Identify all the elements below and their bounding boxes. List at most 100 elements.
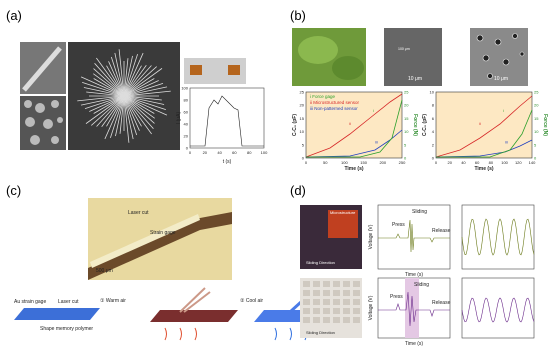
annotation: Sliding: [414, 282, 429, 288]
fiber: [118, 49, 125, 97]
cell: [313, 308, 320, 314]
y-tick-label: 5: [302, 142, 305, 147]
y-label: Voltage (V): [368, 295, 374, 320]
x-tick-label: 60: [232, 150, 237, 155]
fiber: [123, 95, 162, 101]
cell: [333, 281, 340, 287]
y2-tick-label: 25: [404, 90, 409, 95]
fiber: [93, 73, 125, 97]
fiber: [123, 55, 133, 97]
y-tick-label: 8: [432, 103, 435, 108]
fiber: [108, 61, 125, 97]
y2-tick-label: 20: [404, 103, 409, 108]
cell: [353, 290, 360, 296]
fiber: [93, 68, 125, 97]
x-tick-label: 80: [489, 160, 494, 165]
annotation: Press: [392, 222, 405, 228]
x-tick-label: 150: [360, 160, 367, 165]
annotation: ② Cool air: [240, 298, 263, 304]
fiber: [80, 95, 125, 106]
fiber: [96, 95, 125, 127]
y2-tick-label: 0: [534, 156, 537, 161]
curve-label: iii: [505, 139, 508, 144]
fiber: [123, 95, 130, 143]
cell: [323, 299, 330, 305]
annotation: Strain gage: [150, 230, 176, 236]
y-tick-label: 2: [432, 142, 435, 147]
fiber: [123, 82, 164, 97]
fiber: [114, 52, 125, 97]
fiber: [110, 56, 125, 97]
scale-label: 10 μm: [408, 76, 422, 82]
fiber: [123, 68, 163, 97]
cell: [323, 290, 330, 296]
fiber: [123, 95, 152, 135]
annotation: Sliding: [412, 209, 427, 215]
x-tick-label: 60: [475, 160, 480, 165]
cell: [323, 317, 330, 323]
fiber: [106, 95, 125, 127]
scale-label: 100 μm: [398, 47, 410, 51]
y-tick-label: 20: [300, 103, 305, 108]
annotation: Au strain gage: [14, 299, 46, 305]
y-tick-label: 6: [432, 116, 435, 121]
annotation: Sliding Direction: [306, 330, 335, 335]
fiber: [86, 91, 125, 97]
y-tick-label: 0: [432, 156, 435, 161]
fiber: [123, 95, 138, 136]
annotation: Sliding Direction: [306, 260, 335, 265]
cell: [313, 317, 320, 323]
x-tick-label: 100: [341, 160, 348, 165]
cell: [333, 308, 340, 314]
fiber: [123, 78, 155, 97]
fiber: [123, 90, 171, 97]
annotation: Release: [432, 300, 451, 306]
y2-tick-label: 5: [404, 142, 407, 147]
y-tick-label: 60: [184, 110, 189, 115]
legend-entry: i Force gage: [310, 94, 336, 99]
fiber: [80, 76, 125, 97]
panel-label: (a): [6, 8, 22, 23]
curve-label: ii: [349, 121, 351, 126]
cell: [343, 299, 350, 305]
fiber: [123, 95, 154, 129]
curve-label: iii: [375, 139, 378, 144]
y2-tick-label: 15: [534, 116, 539, 121]
x-tick-label: 120: [515, 160, 522, 165]
fiber: [101, 95, 125, 127]
cell: [303, 281, 310, 287]
cell: [313, 281, 320, 287]
fiber: [123, 52, 144, 97]
cell: [313, 290, 320, 296]
x-tick-label: 40: [217, 150, 222, 155]
y-tick-label: 10: [430, 90, 435, 95]
fiber: [123, 58, 129, 97]
x-tick-label: 0: [435, 160, 438, 165]
y-tick-label: 0: [186, 146, 189, 151]
fiber: [123, 95, 142, 127]
plot-frame: [377, 204, 451, 270]
fiber: [91, 95, 125, 126]
cell: [333, 317, 340, 323]
plot-frame: [189, 87, 265, 149]
fiber: [123, 80, 159, 97]
x-tick-label: 0: [305, 160, 308, 165]
annotation: ① Warm air: [100, 298, 126, 304]
fiber: [89, 95, 125, 112]
x-label: t (s): [223, 159, 232, 165]
x-tick-label: 50: [323, 160, 328, 165]
scale-label: 10 μm: [494, 76, 508, 82]
panel-label: (c): [6, 183, 21, 198]
cell: [353, 317, 360, 323]
curve-label: ii: [479, 121, 481, 126]
fiber: [123, 66, 157, 97]
fiber: [94, 63, 125, 97]
fiber: [110, 95, 125, 138]
y-label: C-C₀ (pF): [422, 114, 428, 136]
plot-frame: [461, 204, 535, 270]
fiber: [123, 95, 155, 114]
panel-label: (b): [290, 8, 306, 23]
cell: [313, 299, 320, 305]
cell: [353, 281, 360, 287]
x-tick-label: 250: [399, 160, 406, 165]
